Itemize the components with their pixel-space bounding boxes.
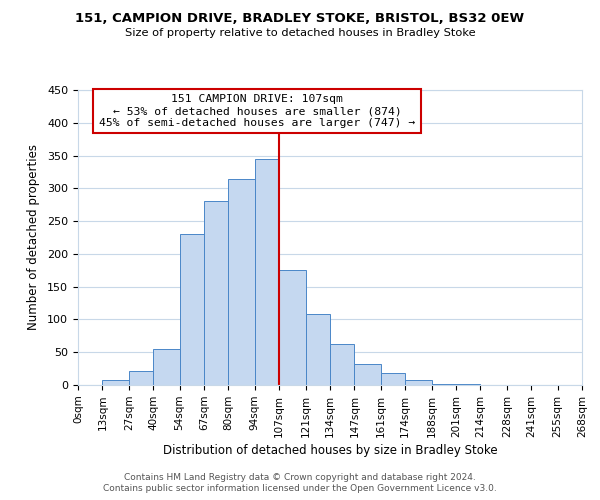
- Bar: [381, 372, 405, 385]
- Bar: [405, 380, 431, 385]
- Bar: [153, 349, 179, 385]
- Text: 151, CAMPION DRIVE, BRADLEY STOKE, BRISTOL, BS32 0EW: 151, CAMPION DRIVE, BRADLEY STOKE, BRIST…: [76, 12, 524, 26]
- X-axis label: Distribution of detached houses by size in Bradley Stoke: Distribution of detached houses by size …: [163, 444, 497, 457]
- Bar: [179, 234, 204, 385]
- Bar: [229, 178, 255, 385]
- Bar: [330, 344, 355, 385]
- Bar: [355, 364, 381, 385]
- Bar: [305, 314, 330, 385]
- Bar: [103, 380, 129, 385]
- Text: Size of property relative to detached houses in Bradley Stoke: Size of property relative to detached ho…: [125, 28, 475, 38]
- Bar: [255, 159, 279, 385]
- Text: Contains HM Land Registry data © Crown copyright and database right 2024.: Contains HM Land Registry data © Crown c…: [124, 472, 476, 482]
- Bar: [129, 370, 153, 385]
- Bar: [456, 384, 481, 385]
- Text: 151 CAMPION DRIVE: 107sqm
← 53% of detached houses are smaller (874)
45% of semi: 151 CAMPION DRIVE: 107sqm ← 53% of detac…: [99, 94, 415, 128]
- Y-axis label: Number of detached properties: Number of detached properties: [27, 144, 40, 330]
- Bar: [279, 270, 305, 385]
- Bar: [431, 384, 456, 385]
- Text: Contains public sector information licensed under the Open Government Licence v3: Contains public sector information licen…: [103, 484, 497, 493]
- Bar: [204, 202, 229, 385]
